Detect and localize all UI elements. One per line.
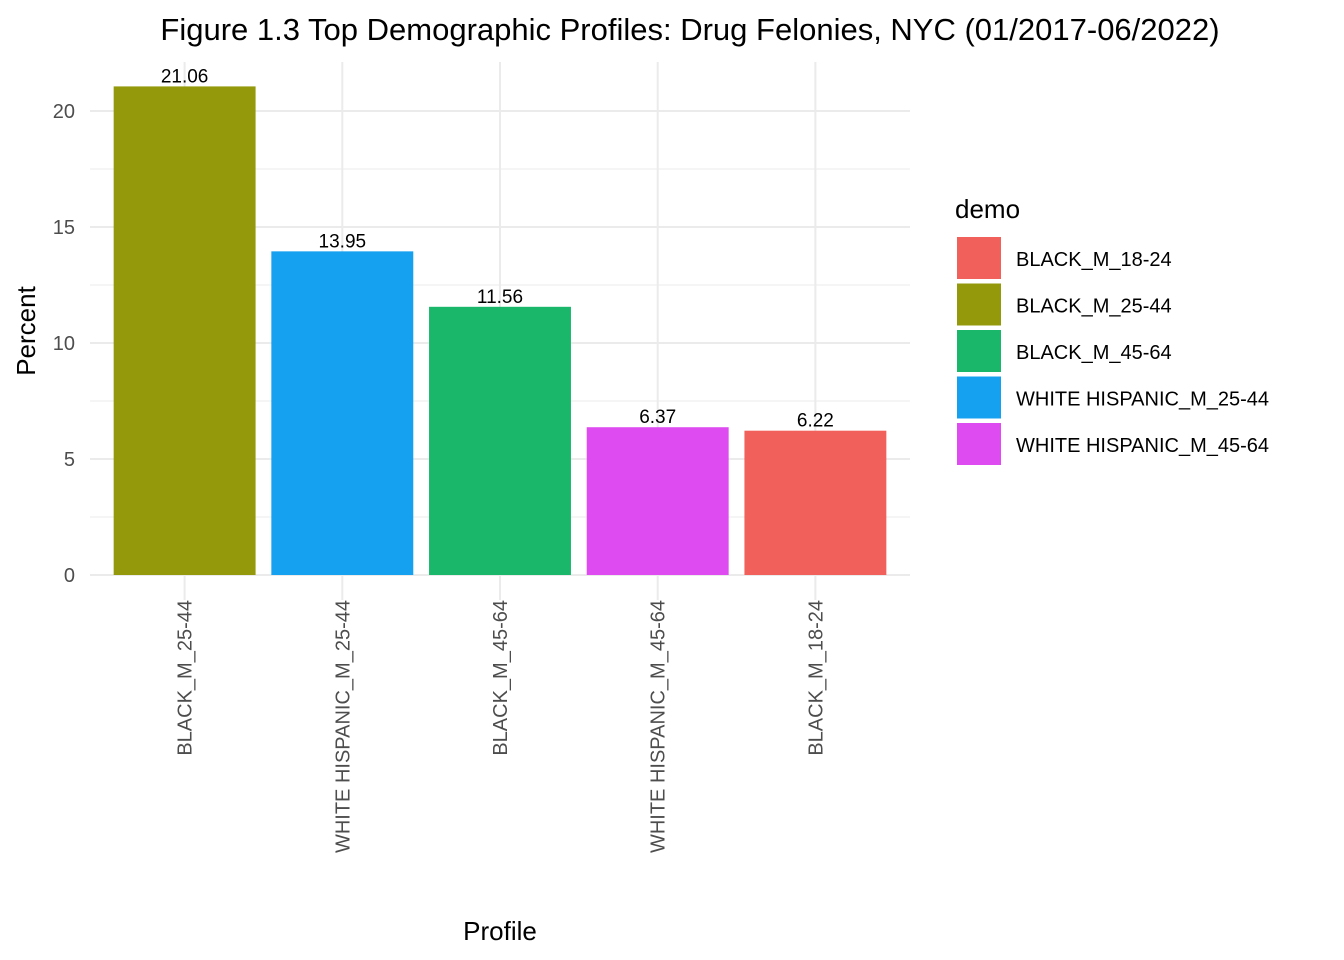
- legend-swatch: [957, 237, 1001, 279]
- data-label: 11.56: [477, 287, 523, 308]
- legend-label: WHITE HISPANIC_M_45-64: [1016, 435, 1269, 457]
- data-label: 6.37: [639, 407, 676, 428]
- y-tick-label: 0: [64, 565, 75, 587]
- x-tick-label: WHITE HISPANIC_M_45-64: [648, 600, 670, 853]
- bar: [744, 430, 887, 575]
- y-tick-label: 15: [53, 217, 75, 239]
- bar: [113, 86, 256, 576]
- legend: demo BLACK_M_18-24 BLACK_M_25-44 BLACK_M_4…: [955, 194, 1269, 465]
- y-axis-title: Percent: [11, 285, 41, 375]
- y-tick-label: 5: [64, 449, 75, 471]
- y-tick-label: 20: [53, 101, 75, 123]
- chart-title: Figure 1.3 Top Demographic Profiles: Dru…: [160, 12, 1219, 47]
- x-tick-label: WHITE HISPANIC_M_25-44: [332, 600, 354, 853]
- legend-label: WHITE HISPANIC_M_25-44: [1016, 389, 1269, 411]
- legend-label: BLACK_M_25-44: [1016, 296, 1172, 318]
- legend-swatch: [957, 376, 1001, 419]
- bars: [113, 86, 887, 576]
- legend-swatch: [957, 423, 1001, 465]
- x-tick-label: BLACK_M_45-64: [490, 600, 512, 756]
- bar: [586, 427, 729, 575]
- x-tick-label: BLACK_M_18-24: [805, 600, 827, 756]
- y-axis: 0 5 10 15 20: [53, 101, 75, 587]
- data-label: 6.22: [797, 411, 834, 432]
- data-label: 21.06: [161, 66, 209, 87]
- legend-swatch: [957, 330, 1001, 372]
- bar: [271, 251, 414, 576]
- bar: [429, 306, 571, 575]
- x-axis-title: Profile: [463, 916, 537, 946]
- legend-swatch: [957, 283, 1001, 326]
- legend-title: demo: [955, 194, 1020, 224]
- data-labels: 21.06 13.95 11.56 6.37 6.22: [161, 66, 834, 431]
- x-tick-label: BLACK_M_25-44: [175, 600, 197, 756]
- data-label: 13.95: [319, 231, 367, 252]
- legend-label: BLACK_M_18-24: [1016, 249, 1172, 271]
- y-tick-label: 10: [53, 333, 75, 355]
- legend-label: BLACK_M_45-64: [1016, 342, 1172, 364]
- x-axis: BLACK_M_25-44 WHITE HISPANIC_M_25-44 BLACK…: [175, 600, 828, 853]
